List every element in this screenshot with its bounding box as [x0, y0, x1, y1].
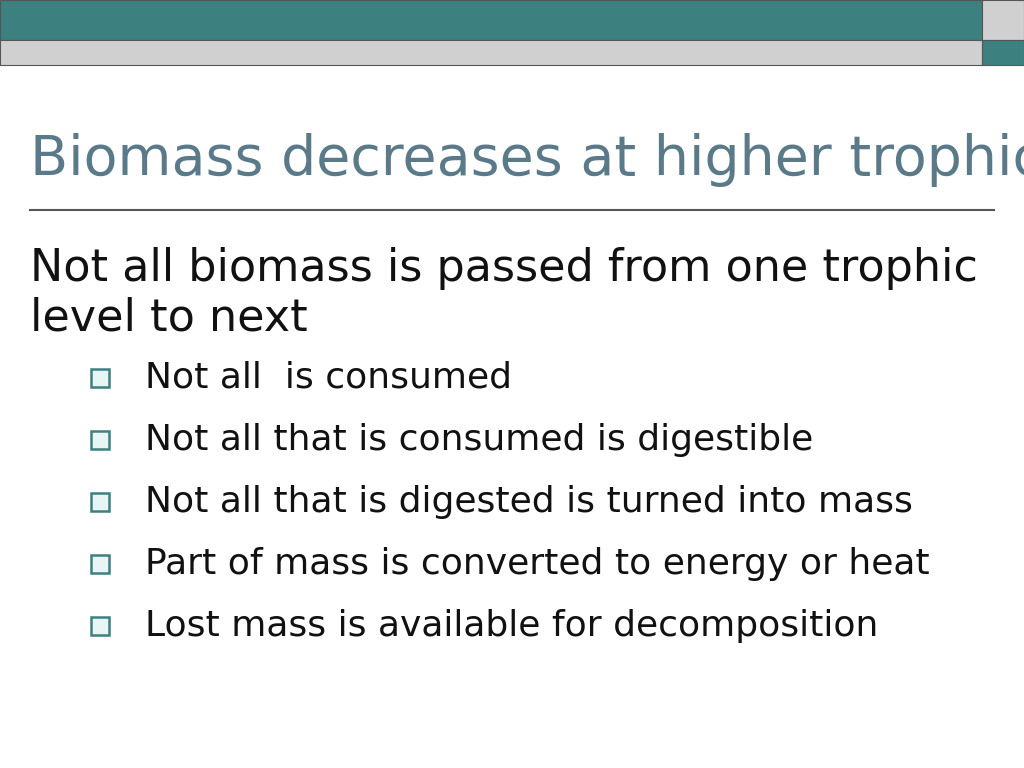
- Bar: [982, 0, 1024, 40]
- Text: Biomass decreases at higher trophic levels: Biomass decreases at higher trophic leve…: [30, 133, 1024, 187]
- Bar: [91, 369, 109, 387]
- Text: Not all biomass is passed from one trophic: Not all biomass is passed from one troph…: [30, 247, 978, 290]
- Bar: [0, 0, 982, 40]
- Text: Lost mass is available for decomposition: Lost mass is available for decomposition: [145, 609, 879, 643]
- Bar: [0, 40, 982, 65]
- Bar: [91, 431, 109, 449]
- Text: Not all  is consumed: Not all is consumed: [145, 361, 512, 395]
- Bar: [982, 40, 1024, 65]
- Text: Part of mass is converted to energy or heat: Part of mass is converted to energy or h…: [145, 547, 930, 581]
- Text: level to next: level to next: [30, 296, 308, 339]
- Text: Not all that is consumed is digestible: Not all that is consumed is digestible: [145, 423, 813, 457]
- Bar: [91, 555, 109, 573]
- Text: Not all that is digested is turned into mass: Not all that is digested is turned into …: [145, 485, 912, 519]
- Bar: [91, 493, 109, 511]
- Bar: [91, 617, 109, 635]
